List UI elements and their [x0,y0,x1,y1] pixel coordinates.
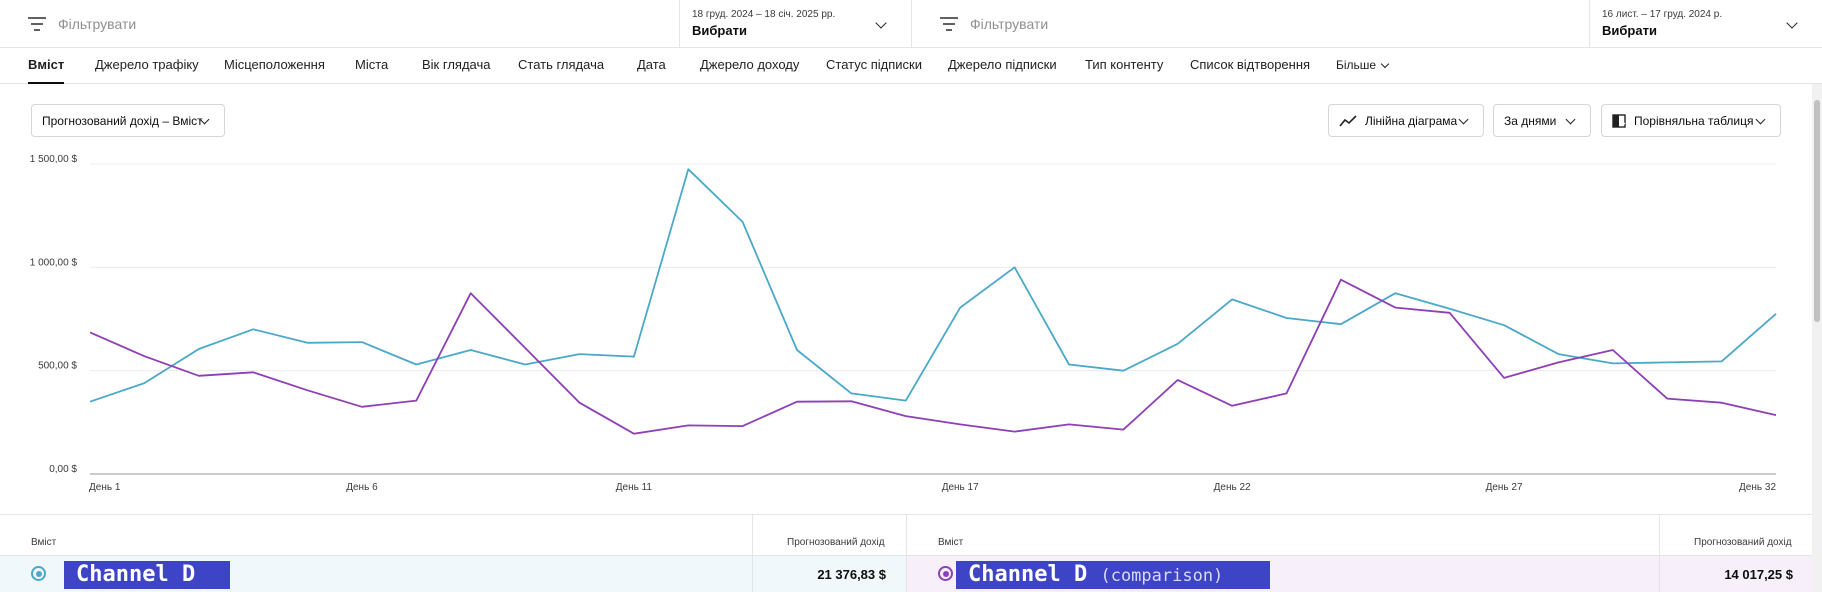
table-panel-comparison: Вміст Прогнозований дохід Channel D (com… [907,515,1812,592]
column-divider [1659,515,1660,592]
tab-cities[interactable]: Міста [355,57,389,72]
tab-revenue-source[interactable]: Джерело доходу [700,57,800,72]
dimension-tabs: Вміст Джерело трафіку Місцеположення Міс… [0,48,1822,84]
series-radio-comparison[interactable] [938,566,953,581]
metric-dropdown[interactable]: Прогнозований дохід – Вміст [31,104,225,137]
comparison-dropdown[interactable]: Порівняльна таблиця [1601,104,1781,137]
x-tick-label: День 6 [346,482,378,493]
date-range-right: 16 лист. – 17 груд. 2024 р. [1602,9,1723,20]
x-tick-label: День 22 [1214,482,1251,493]
series-radio-current[interactable] [31,566,46,581]
channel-name-text: Channel D [76,562,196,587]
interval-label: За днями [1504,113,1557,128]
tab-more-label: Більше [1336,58,1377,72]
metric-dropdown-label: Прогнозований дохід – Вміст [42,113,203,128]
date-range-selector-left[interactable]: 18 груд. 2024 – 18 січ. 2025 рр. Вибрати [680,0,912,47]
filter-icon [28,16,46,31]
x-tick-label: День 17 [942,482,979,493]
column-divider [752,555,753,592]
tab-viewer-gender[interactable]: Стать глядача [518,57,605,72]
column-header-content: Вміст [31,537,57,548]
tab-traffic-source[interactable]: Джерело трафіку [95,57,199,72]
chevron-down-icon [1565,114,1576,125]
x-tick-label: День 27 [1486,482,1523,493]
channel-name-current: Channel D [64,561,230,589]
chevron-down-icon [1458,114,1469,125]
y-tick-label: 500,00 $ [38,361,77,372]
column-header-revenue: Прогнозований дохід [1694,537,1792,548]
scrollbar-track[interactable] [1812,84,1822,592]
date-select-right: Вибрати [1602,23,1657,38]
revenue-value-current: 21 376,83 $ [817,567,886,582]
line-chart-icon [1339,114,1357,127]
x-tick-label: День 32 [1739,482,1776,493]
chevron-down-icon [1380,59,1390,69]
revenue-value-comparison: 14 017,25 $ [1724,567,1793,582]
y-tick-label: 1 000,00 $ [30,257,78,268]
filter-icon [940,16,958,31]
tab-playlist[interactable]: Список відтворення [1190,57,1311,72]
column-divider [1659,555,1660,592]
column-header-revenue: Прогнозований дохід [787,537,885,548]
comparison-table-icon [1612,113,1626,128]
tab-subscription-source[interactable]: Джерело підписки [948,57,1057,72]
column-header-content: Вміст [938,537,964,548]
interval-dropdown[interactable]: За днями [1493,104,1591,137]
comparison-table: Вміст Прогнозований дохід Channel D 21 3… [0,514,1812,592]
tab-date[interactable]: Дата [637,57,666,72]
tab-more[interactable]: Більше [1336,48,1390,84]
filter-input-left[interactable]: Фільтрувати [0,0,680,47]
series-line-comparison[interactable] [89,278,1777,435]
date-select-left: Вибрати [692,23,747,38]
tab-viewer-age[interactable]: Вік глядача [422,57,491,72]
channel-name-comparison: Channel D (comparison) [956,561,1270,589]
comparison-label: Порівняльна таблиця [1634,113,1754,128]
date-range-left: 18 груд. 2024 – 18 січ. 2025 рр. [692,9,836,20]
comparison-suffix: (comparison) [1100,566,1224,586]
tab-subscription-status[interactable]: Статус підписки [826,57,922,72]
x-tick-label: День 11 [616,482,653,493]
filter-placeholder-left: Фільтрувати [58,15,137,32]
date-range-selector-right[interactable]: 16 лист. – 17 груд. 2024 р. Вибрати [1590,0,1822,47]
filter-bar: Фільтрувати 18 груд. 2024 – 18 січ. 2025… [0,0,1822,48]
scrollbar-thumb[interactable] [1814,100,1820,322]
column-divider [752,515,753,592]
series-line-current[interactable] [89,168,1777,403]
chart-type-dropdown[interactable]: Лінійна діаграма [1328,104,1484,137]
chevron-down-icon [1755,114,1766,125]
chart-type-label: Лінійна діаграма [1365,113,1458,128]
tab-content[interactable]: Вміст [28,48,65,84]
channel-name-text: Channel D [968,562,1088,587]
x-tick-label: День 1 [89,482,121,493]
filter-input-right[interactable]: Фільтрувати [912,0,1590,47]
tab-location[interactable]: Місцеположення [224,57,325,72]
revenue-line-chart: 0,00 $ 500,00 $ 1 000,00 $ 1 500,00 $ День … [30,154,1777,493]
filter-placeholder-right: Фільтрувати [970,15,1049,32]
panel-divider [906,515,907,592]
y-tick-label: 1 500,00 $ [30,154,78,165]
tab-content-type[interactable]: Тип контенту [1085,57,1164,72]
table-panel-current: Вміст Прогнозований дохід Channel D 21 3… [0,515,906,592]
y-tick-label: 0,00 $ [49,464,77,475]
